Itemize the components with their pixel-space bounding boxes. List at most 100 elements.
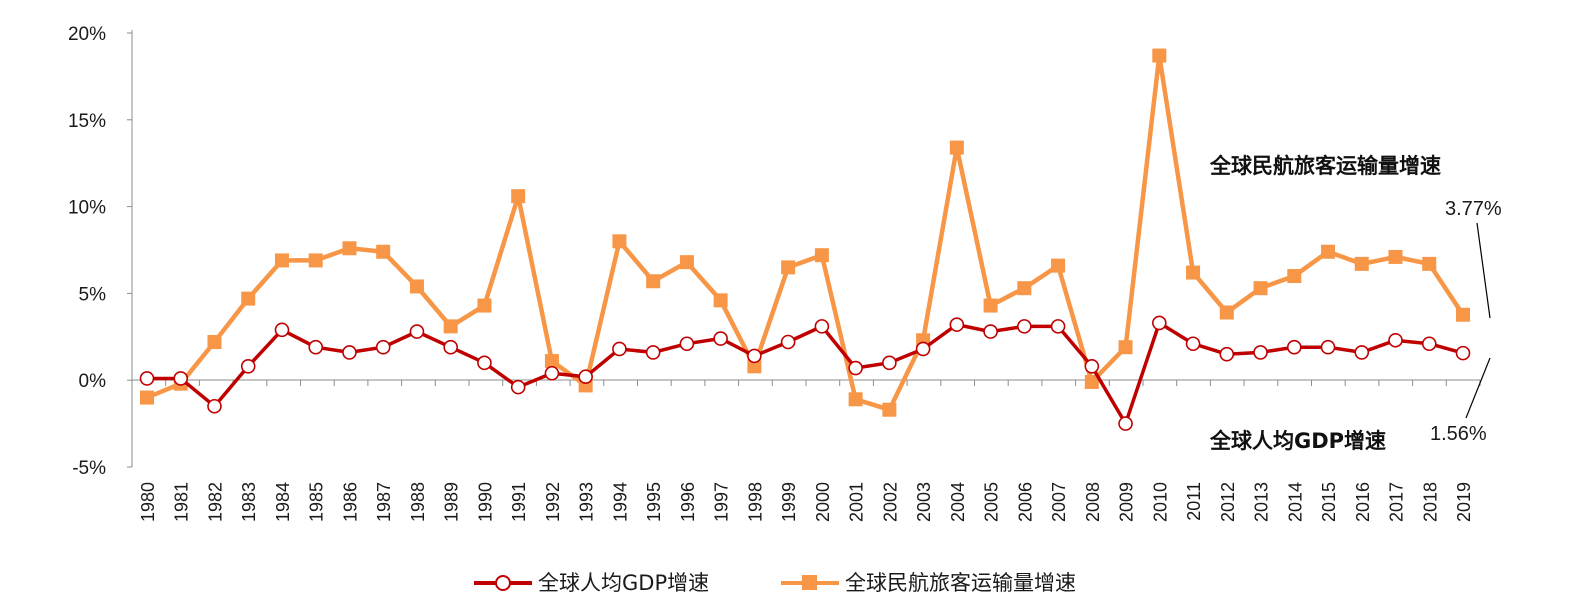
y-axis: -5% 0% 5% 10% 15% 20%: [68, 24, 133, 479]
gdp-point: [949, 317, 965, 332]
x-tick-label: 2014: [1285, 482, 1305, 522]
gdp-point: [342, 345, 357, 360]
gdp-point: [173, 371, 189, 386]
passenger-point: [848, 392, 863, 407]
x-axis: 1980 1981 1982 1983 1984 1985 1986 1987 1988 1989…: [131, 379, 1481, 522]
passenger-point: [882, 402, 897, 417]
series-layer: [139, 48, 1471, 431]
legend-gdp-marker: [495, 575, 511, 591]
x-tick-label: 2001: [847, 482, 867, 522]
passenger-point: [983, 298, 998, 313]
series-passenger: [140, 48, 1470, 417]
passenger-point: [1186, 265, 1201, 280]
legend-item-gdp: 全球人均GDP增速: [474, 571, 709, 595]
x-tick-label: 2006: [1015, 482, 1035, 522]
passenger-point: [679, 255, 694, 270]
gdp-point: [1421, 336, 1437, 352]
legend-gdp-label: 全球人均GDP增速: [538, 571, 709, 595]
gdp-point: [915, 341, 931, 357]
x-tick-label: 1995: [644, 482, 664, 522]
passenger-point: [1084, 374, 1099, 389]
x-tick-label: 2017: [1387, 482, 1407, 522]
x-tick-label: 2008: [1083, 482, 1103, 522]
y-tick-label: 15%: [68, 111, 106, 132]
x-tick-label: 1999: [779, 482, 799, 522]
x-tick-label: 2018: [1420, 482, 1440, 522]
passenger-point: [612, 234, 627, 249]
legend: 全球人均GDP增速 全球民航旅客运输量增速: [474, 571, 1076, 595]
gdp-point: [1084, 359, 1100, 374]
passenger-point: [308, 253, 323, 268]
gdp-point: [477, 355, 492, 371]
passenger-point: [1152, 48, 1167, 63]
gdp-point: [409, 324, 425, 339]
x-tick-label: 1997: [712, 482, 732, 522]
gdp-point: [1185, 336, 1201, 352]
gdp-point: [544, 365, 560, 381]
gdp-point: [814, 319, 830, 334]
passenger-point: [646, 274, 661, 289]
gdp-point: [274, 322, 290, 338]
passenger-series-label: 全球民航旅客运输量增速: [1209, 154, 1441, 178]
x-tick-label: 2019: [1454, 482, 1474, 522]
passenger-point: [140, 390, 154, 405]
x-tick-label: 2000: [813, 482, 833, 522]
x-tick-label: 1991: [509, 482, 529, 522]
y-tick-label: 10%: [68, 198, 106, 219]
gdp-point: [1050, 319, 1066, 334]
gdp-point: [1320, 339, 1336, 355]
passenger-point: [511, 189, 526, 204]
y-tick-label: 5%: [79, 284, 107, 305]
gdp-point: [1286, 339, 1302, 355]
gdp-point: [240, 359, 256, 374]
series-gdp: [139, 315, 1471, 431]
gdp-point: [1152, 315, 1167, 331]
x-tick-label: 1981: [172, 482, 192, 522]
x-tick-label: 1985: [307, 482, 327, 522]
passenger-point: [409, 279, 424, 294]
gdp-point: [848, 360, 863, 376]
gdp-point: [1253, 345, 1268, 360]
passenger-callout-line: [1476, 222, 1491, 319]
x-tick-label: 1990: [475, 482, 495, 522]
gdp-point: [1354, 345, 1370, 360]
x-tick-label: 1983: [239, 482, 259, 522]
gdp-point: [747, 348, 762, 364]
gdp-point: [1017, 319, 1032, 334]
passenger-point: [1118, 340, 1133, 355]
passenger-point: [1422, 256, 1437, 271]
y-tick-label: -5%: [72, 458, 106, 479]
passenger-point: [1253, 281, 1268, 296]
passenger-point: [477, 298, 492, 313]
y-tick-label: 20%: [68, 24, 106, 45]
x-tick-label: 1989: [442, 482, 462, 522]
annotation-layer: 全球民航旅客运输量增速 全球人均GDP增速 3.77% 1.56%: [1209, 154, 1502, 453]
x-tick-label: 2012: [1218, 482, 1238, 522]
x-tick-label: 2004: [948, 482, 968, 522]
x-tick-label: 1992: [543, 482, 563, 522]
passenger-point: [1017, 281, 1032, 296]
gdp-point: [882, 355, 897, 371]
x-tick-label: 1988: [408, 482, 428, 522]
x-tick-label: 1987: [374, 482, 394, 522]
x-tick-label: 1996: [678, 482, 698, 522]
passenger-point: [207, 335, 222, 350]
x-tick-label: 2011: [1184, 482, 1204, 521]
passenger-point: [443, 319, 458, 334]
x-tick-label: 2003: [914, 482, 934, 522]
gdp-point: [1388, 332, 1403, 348]
gdp-point: [578, 369, 593, 385]
x-tick-label: 1982: [205, 482, 225, 522]
x-tick-label: 2010: [1150, 482, 1170, 522]
gdp-point: [375, 339, 391, 355]
legend-passenger-label: 全球民航旅客运输量增速: [845, 571, 1076, 595]
gdp-point: [1118, 416, 1133, 431]
x-tick-label: 1994: [610, 482, 630, 522]
gdp-point: [207, 398, 222, 414]
gdp-point: [645, 345, 661, 360]
x-tick-label: 2009: [1117, 482, 1137, 522]
passenger-point: [814, 248, 829, 263]
gdp-callout-line: [1465, 357, 1491, 419]
